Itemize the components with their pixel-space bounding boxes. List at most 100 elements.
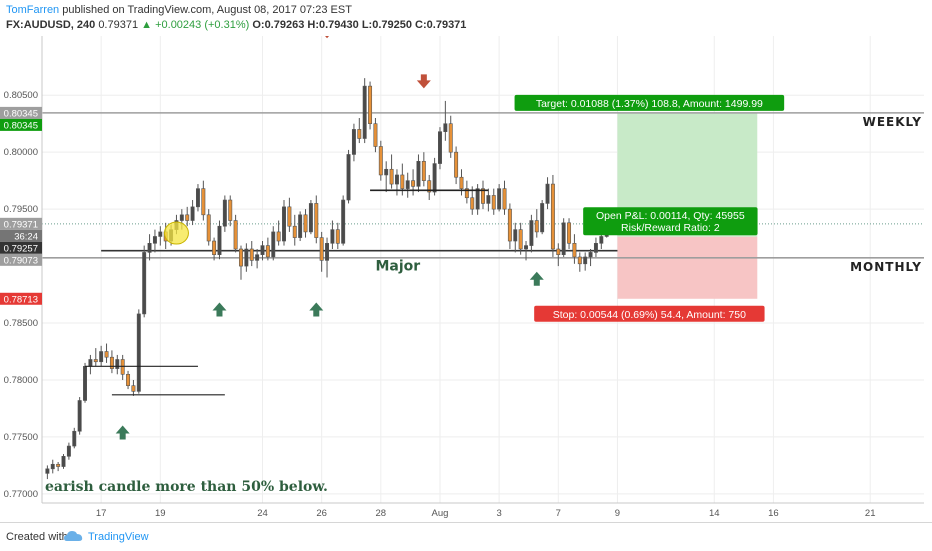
candle-body [190,206,195,221]
candle-body [464,188,469,199]
candle-body [260,245,265,255]
candle-body [357,129,362,139]
candle-body [518,229,523,250]
candle-body [325,243,330,261]
symbol-label: FX:AUDUSD, 240 [6,19,96,31]
candle-body [222,199,227,227]
pnl-badge-text: Open P&L: 0.00114, Qty: 45955 [596,210,745,222]
candle-body [276,231,281,242]
candle-body [265,245,270,258]
price-axis[interactable]: 0.80500 0.80000 0.79500 0.78500 0.78000 0.775… [0,36,43,503]
major-label: Major [375,258,420,274]
author-link[interactable]: TomFarren [6,4,60,16]
candle-body [50,463,55,470]
pnl-badge-bg [583,207,758,236]
time-tick-label: 17 [96,508,107,519]
symbol-line: FX:AUDUSD, 240 0.79371 ▲ +0.00243 (+0.31… [6,19,466,31]
candle-body [459,176,464,189]
tradingview-cloud-icon [64,531,83,541]
candle-body [497,188,502,210]
candle-body [507,208,512,242]
candle-body [244,248,249,267]
candle-body [438,131,442,164]
price-label-bg [0,106,42,119]
price-label-bg [0,229,42,242]
price-label: 0.79257 [4,243,38,254]
time-tick-label: 26 [316,508,327,519]
candle-body [448,123,453,153]
candle-body [217,225,222,255]
candle-body [56,463,61,467]
stop-badge-text: Stop: 0.00544 (0.69%) 54.4, Amount: 750 [553,309,746,321]
candle-body [513,229,518,242]
candle-body [271,231,276,258]
price-label-bg [0,118,42,131]
candle-body [481,188,485,204]
last-price: 0.79371 [98,19,139,31]
time-tick-label: 3 [496,508,501,519]
target-badge-bg [514,94,785,111]
time-tick-label: 28 [376,508,387,519]
candle-body [158,231,163,237]
candle-body [72,430,77,447]
candle-body [228,199,233,221]
price-label: 0.79073 [4,255,38,266]
candle-body [545,183,550,204]
candle-body [378,146,383,176]
created-with-text: Created with [6,531,68,543]
time-tick-label: 24 [257,508,268,519]
price-label: 36:24 [14,231,38,242]
price-label: 0.80345 [4,120,38,131]
candle-body [599,236,604,244]
candle-body [185,214,190,221]
time-tick-label: 14 [709,508,720,519]
chart-header: TomFarren published on TradingView.com, … [0,0,932,36]
candle-body [486,195,491,204]
candle-body [394,174,399,185]
time-tick-label: Aug [432,508,449,519]
candle-body [454,151,459,178]
candle-body [373,123,378,147]
arrow-up-icon [529,271,544,286]
price-label: 0.79371 [4,219,38,230]
candle-body [298,214,303,238]
price-label-bg [0,292,42,305]
candle-body [109,356,114,369]
candle-body [131,385,136,392]
price-label-bg [0,241,42,254]
price-chart[interactable]: Major WEEKLY MONTHLY earish candle more tha… [0,36,932,522]
candle-body [400,174,405,189]
chart-texts: Major WEEKLY MONTHLY earish candle more tha… [45,94,921,495]
ohlc-low: L:0.79250 [361,19,412,31]
candle-body [314,203,319,238]
candle-body [206,214,211,242]
pnl-badge-text: Risk/Reward Ratio: 2 [621,222,720,234]
candle-body [330,229,335,244]
price-label: 0.78713 [4,294,38,305]
candle-body [432,163,437,193]
candle-body [303,214,308,233]
candle-body [88,359,93,367]
candles [45,78,609,480]
candle-body [287,206,292,227]
time-tick-label: 19 [155,508,166,519]
candle-body [233,220,238,250]
ohlc-close: C:0.79371 [415,19,467,31]
candle-body [212,240,217,255]
loss-zone [617,236,758,299]
candle-body [593,243,598,253]
candle-body [319,237,324,261]
candle-body [534,220,539,233]
candle-body [99,351,104,363]
candle-body [529,220,534,246]
candle-body [384,168,389,176]
candle-body [524,245,528,250]
candle-body [389,168,394,185]
footer: Created with TradingView [0,522,932,551]
tradingview-brand[interactable]: TradingView [88,531,149,543]
time-axis[interactable]: 17 19 24 26 28 Aug 3 7 9 14 16 21 [42,502,924,519]
candle-body [502,188,507,210]
candle-body [416,160,421,187]
candle-body [282,206,286,242]
price-label: 0.80345 [4,108,38,119]
